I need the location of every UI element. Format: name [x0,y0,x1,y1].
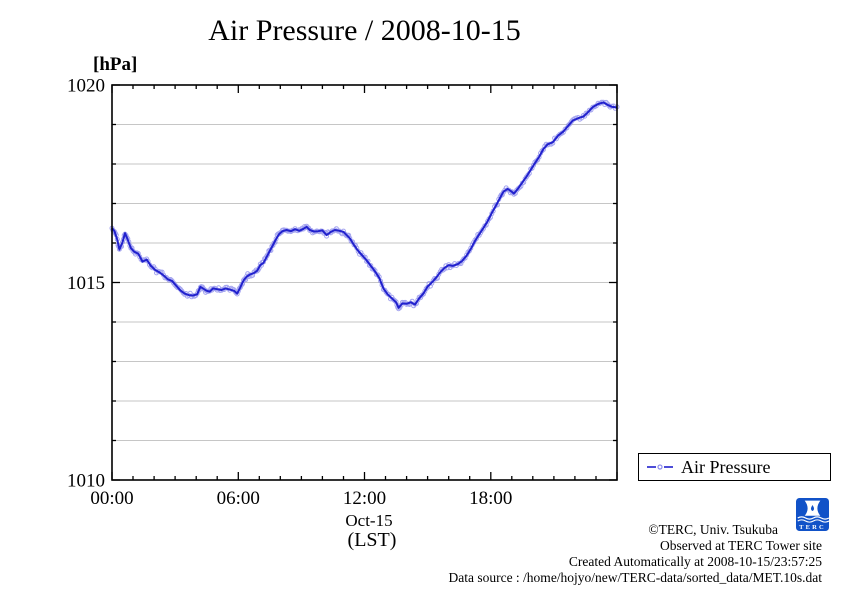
terc-logo: TERC [796,498,829,531]
logo-water-drop-icon [810,504,815,512]
x-tick-label: 00:00 [90,488,133,509]
footer-data-source: Data source : /home/hojyo/new/TERC-data/… [448,570,822,585]
legend-box: Air Pressure [638,453,831,481]
x-tick-label: 06:00 [217,488,260,509]
y-tick-label: 1020 [67,76,105,97]
series-markers [109,99,620,312]
legend-line-marker-icon [647,464,673,470]
x-tick-label: 18:00 [469,488,512,509]
logo-wave-bottom [797,519,829,523]
footer-created-timestamp: Created Automatically at 2008-10-15/23:5… [568,554,822,569]
axis-ticks [111,84,618,481]
x-axis-date-label: Oct-15 [345,511,393,530]
gridlines [112,124,617,441]
footer-observed-site: Observed at TERC Tower site [659,538,822,553]
footer-copyright: ©TERC, Univ. Tsukuba [648,522,778,537]
logo-wave-top [797,516,829,520]
logo-text: TERC [799,524,826,531]
page-title: Air Pressure / 2008-10-15 [208,14,521,47]
series-line [111,101,618,309]
y-tick-label: 1015 [67,273,105,294]
legend-label: Air Pressure [681,456,771,477]
y-tick-label: 1010 [67,471,105,492]
x-axis-timezone-label: (LST) [347,529,397,551]
y-axis-unit-label: [hPa] [93,54,138,75]
x-tick-label: 12:00 [343,488,386,509]
